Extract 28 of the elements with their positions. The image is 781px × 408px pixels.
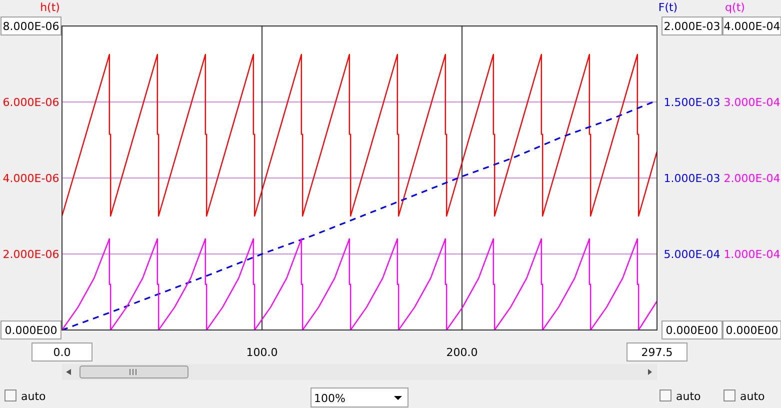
y3-tick-label: 1.000E-04 bbox=[724, 248, 780, 261]
y3-tick-label: 3.000E-04 bbox=[724, 96, 780, 109]
y3-tick-label: 4.000E-04 bbox=[724, 20, 780, 33]
y-tick-label: 8.000E-06 bbox=[2, 20, 60, 33]
y2-tick-label: 1.500E-03 bbox=[664, 96, 720, 109]
y3-axis-title: q(t) bbox=[725, 1, 745, 14]
y2-tick-label: 2.000E-03 bbox=[664, 20, 720, 33]
y-tick-label: 0.000E00 bbox=[4, 324, 58, 337]
y2-tick-label: 5.000E-04 bbox=[664, 248, 720, 261]
y3-tick-label: 0.000E00 bbox=[726, 324, 778, 337]
text: auto bbox=[740, 390, 766, 403]
y-tick-label: 6.000E-06 bbox=[2, 96, 60, 109]
x-tick-label: 200.0 bbox=[446, 346, 478, 359]
y3-tick-label: 2.000E-04 bbox=[724, 172, 780, 185]
y-tick-label: 2.000E-06 bbox=[2, 248, 60, 261]
y-axis-title: h(t) bbox=[40, 1, 60, 14]
line-series bbox=[61, 54, 658, 217]
x-tick-label: 100.0 bbox=[246, 346, 278, 359]
y2-axis-title: F(t) bbox=[658, 1, 678, 14]
text: auto bbox=[21, 390, 46, 403]
x-tick-label: 297.5 bbox=[641, 346, 673, 359]
y2-tick-label: 0.000E00 bbox=[666, 324, 718, 337]
y2-tick-label: 1.000E-03 bbox=[664, 172, 720, 185]
text: auto bbox=[676, 390, 702, 403]
x-tick-label: 0.0 bbox=[53, 346, 71, 359]
text: 100% bbox=[314, 392, 346, 405]
line-series bbox=[61, 238, 658, 331]
y-tick-label: 4.000E-06 bbox=[2, 172, 60, 185]
